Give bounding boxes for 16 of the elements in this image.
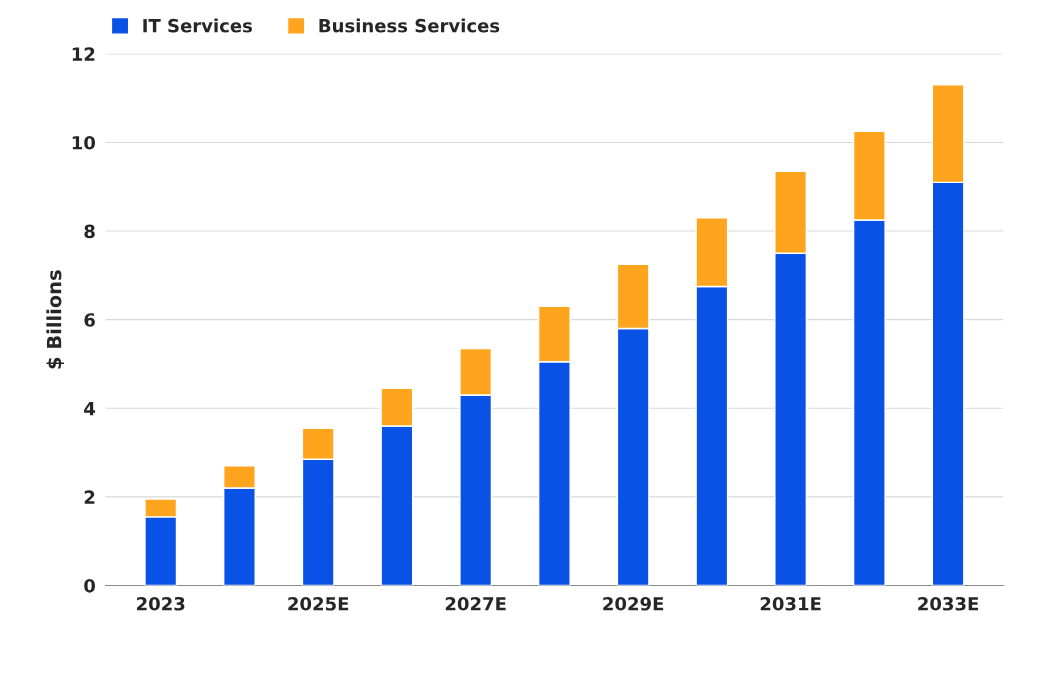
legend-label: IT Services xyxy=(143,18,252,33)
y-tick-label: 10 xyxy=(72,135,96,150)
y-tick-label: 2 xyxy=(84,490,95,504)
y-tick-label: 6 xyxy=(84,313,95,327)
y-tick-label: 8 xyxy=(84,224,95,239)
legend-label: Business Services xyxy=(319,18,500,33)
y-tick-label: 12 xyxy=(72,47,95,61)
y-tick-label: 0 xyxy=(84,578,96,593)
y-axis-title: $ Billions xyxy=(46,270,65,369)
x-tick-label: 2025E xyxy=(288,596,349,611)
y-tick-label: 4 xyxy=(84,401,96,416)
x-tick-label: 2029E xyxy=(603,596,664,611)
x-tick-label: 2027E xyxy=(445,596,506,611)
x-tick-label: 2033E xyxy=(918,596,979,611)
x-tick-label: 2023 xyxy=(137,596,185,611)
x-tick-label: 2031E xyxy=(760,596,821,611)
